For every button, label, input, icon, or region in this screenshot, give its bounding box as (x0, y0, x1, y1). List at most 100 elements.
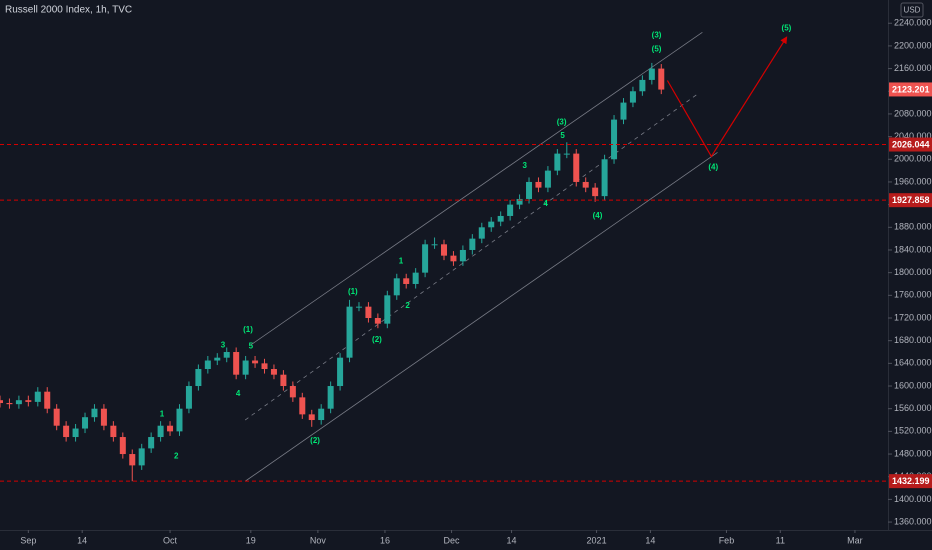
y-tick-label: 1520.000 (894, 426, 932, 436)
candle-body (53, 408, 60, 426)
currency-box (900, 2, 924, 18)
candle-body (119, 437, 126, 455)
x-tick-label: 14 (507, 535, 517, 545)
y-tick-label: 1960.000 (894, 176, 932, 186)
y-tick-label: 1800.000 (894, 267, 932, 277)
wave-label: (2) (310, 436, 320, 445)
candle-body (412, 272, 419, 284)
candle-body (544, 170, 551, 188)
candle-body (459, 249, 466, 262)
wave-label: 2 (405, 301, 410, 310)
candle-body (516, 198, 523, 205)
candle-body (25, 400, 32, 402)
candle-body (431, 244, 438, 246)
candle-body (34, 391, 41, 402)
candle-body (233, 352, 240, 375)
wave-label: 5 (560, 131, 565, 140)
candle-body (167, 425, 174, 432)
y-tick-label: 2040.000 (894, 131, 932, 141)
candle-body (488, 221, 495, 228)
x-tick-label: 19 (246, 535, 256, 545)
y-tick-label: 2160.000 (894, 63, 932, 73)
candle-body (658, 68, 665, 90)
candle-body (280, 374, 287, 387)
chart-title: Russell 2000 Index, 1h, TVC (5, 5, 132, 16)
candle-body (469, 238, 476, 250)
x-tick-label: Nov (310, 535, 327, 545)
candle-body (393, 278, 400, 296)
y-tick-label: 1720.000 (894, 312, 932, 322)
wave-label: 5 (249, 341, 254, 350)
candle-body (157, 425, 164, 438)
candle-body (507, 204, 514, 216)
candle-body (176, 408, 183, 432)
y-tick-label: 1840.000 (894, 244, 932, 254)
candle-body (355, 306, 362, 308)
candle-body (214, 357, 221, 361)
candle-body (497, 215, 504, 222)
x-tick-label: Mar (847, 535, 863, 545)
y-tick-label: 2240.000 (894, 18, 932, 28)
candle-body (337, 357, 344, 387)
candle-body (270, 369, 277, 375)
candle-body (450, 255, 457, 262)
candle-body (384, 295, 391, 324)
candle-body (308, 414, 315, 421)
candle-body (289, 386, 296, 398)
wave-label: (1) (243, 325, 253, 334)
y-tick-label: 2080.000 (894, 108, 932, 118)
y-tick-label: 2000.000 (894, 154, 932, 164)
wave-label: 4 (236, 389, 241, 398)
y-tick-label: 1360.000 (894, 516, 932, 526)
candle-body (648, 68, 655, 80)
wave-label: (5) (652, 44, 662, 53)
channel-line (250, 31, 703, 346)
wave-label: 1 (399, 256, 404, 265)
candle-body (299, 397, 306, 415)
candle-body (629, 91, 636, 103)
candle-body (563, 153, 570, 155)
y-tick-label: 1480.000 (894, 448, 932, 458)
candle-body (601, 159, 608, 197)
wave-label: (5) (782, 23, 792, 32)
candle-body (204, 360, 211, 370)
level-tag-label: 1432.199 (892, 476, 930, 486)
candle-body (639, 79, 646, 92)
candle-body (261, 363, 268, 370)
level-tag-label: 1927.858 (892, 195, 930, 205)
level-tag (889, 474, 932, 489)
channel-line (244, 92, 700, 421)
x-tick-label: 14 (645, 535, 655, 545)
candle-body (620, 102, 627, 120)
wave-label: (4) (593, 211, 603, 220)
wave-label: 4 (543, 199, 548, 208)
candle-body (242, 360, 249, 375)
candle-body (318, 408, 325, 421)
candle-body (91, 408, 98, 418)
candle-body (44, 391, 51, 409)
wave-label: 2 (174, 451, 179, 460)
candle-body (15, 400, 22, 405)
x-tick-label: Dec (444, 535, 461, 545)
wave-label: (2) (372, 335, 382, 344)
y-tick-label: 2200.000 (894, 40, 932, 50)
candle-body (63, 425, 70, 438)
candle-body (72, 428, 79, 438)
x-tick-label: 2021 (587, 535, 607, 545)
candle-body (185, 386, 192, 409)
wave-label: (4) (708, 162, 718, 171)
candle-body (592, 187, 599, 197)
y-tick-label: 1640.000 (894, 358, 932, 368)
y-tick-label: 1600.000 (894, 380, 932, 390)
candle-body (0, 400, 3, 404)
candle-body (611, 119, 618, 160)
candle-body (129, 454, 136, 466)
candle-body (6, 403, 13, 405)
y-tick-label: 1760.000 (894, 290, 932, 300)
x-tick-label: 14 (77, 535, 87, 545)
candle-body (535, 181, 542, 188)
candle-body (554, 153, 561, 171)
candle-body (82, 417, 89, 429)
candle-body (526, 181, 533, 199)
